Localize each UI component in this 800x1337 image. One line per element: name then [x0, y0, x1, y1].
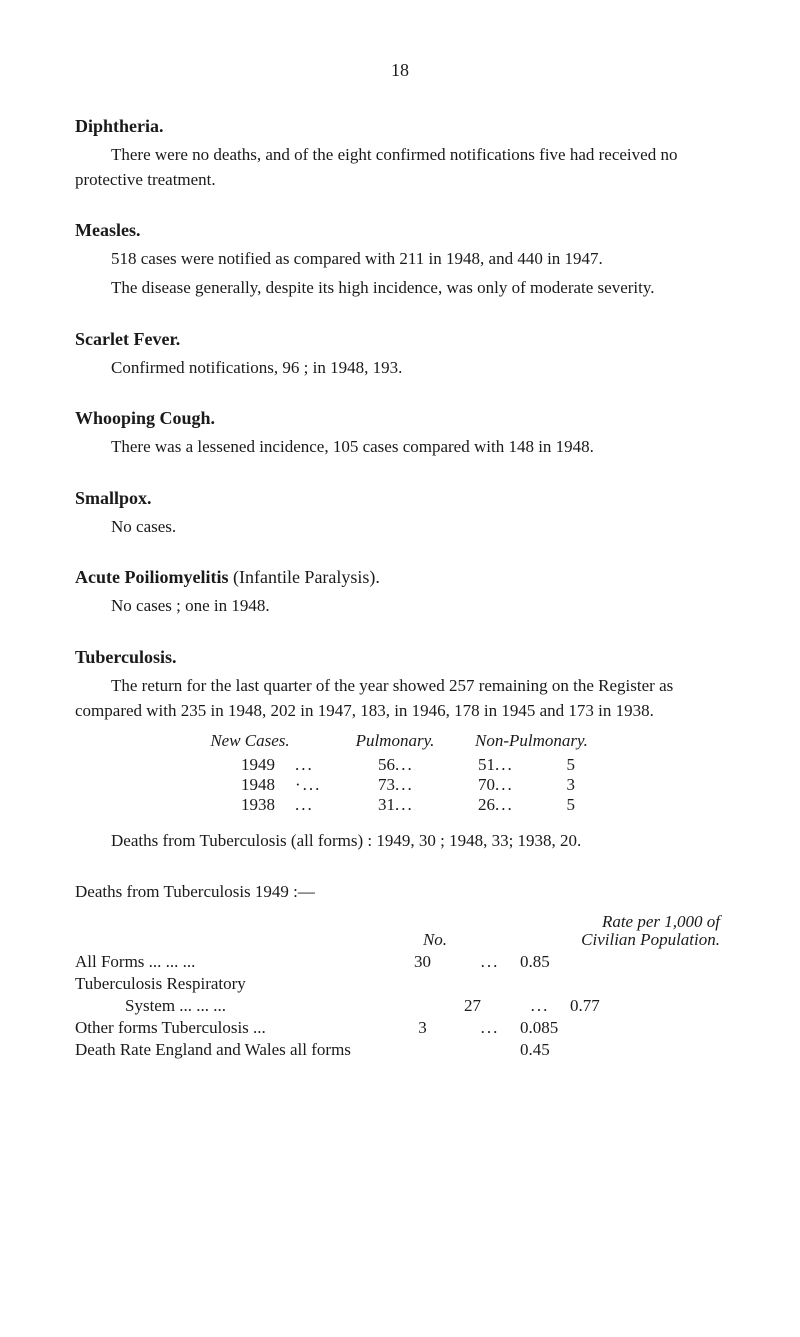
cell-year: 1948 — [75, 775, 295, 795]
page: 18 Diphtheria. There were no deaths, and… — [0, 0, 800, 1337]
rate-val: 0.085 — [520, 1018, 610, 1038]
para-measles-1: 518 cases were notified as compared with… — [75, 247, 725, 272]
heading-tb: Tuberculosis. — [75, 647, 725, 668]
rate-label: System ... ... ... — [75, 996, 435, 1016]
rate-label: All Forms ... ... ... — [75, 952, 385, 972]
table-row: 1949 ... 56 ... 51 ... 5 — [75, 755, 725, 775]
table-row: 1938 ... 31 ... 26 ... 5 — [75, 795, 725, 815]
rate-val: 0.45 — [520, 1040, 610, 1060]
cell-dots: ... — [295, 795, 335, 815]
cell-dots: ... — [295, 755, 335, 775]
rate-no: 30 — [385, 952, 460, 972]
rate-table: All Forms ... ... ... 30 ... 0.85 Tuberc… — [75, 952, 725, 1060]
cell-year: 1938 — [75, 795, 295, 815]
cell-pul: 51 — [435, 755, 495, 775]
cell-dots: ... — [495, 795, 535, 815]
cell-dots: ·... — [295, 775, 335, 795]
heading-diphtheria: Diphtheria. — [75, 116, 725, 137]
heading-polio: Acute Poiliomyelitis (Infantile Paralysi… — [75, 567, 725, 588]
rate-head-no: No. — [410, 930, 460, 950]
table-row: 1948 ·... 73 ... 70 ... 3 — [75, 775, 725, 795]
cell-dots: ... — [460, 1018, 520, 1038]
tb-cases-table: New Cases. Pulmonary. Non-Pulmonary. 194… — [75, 731, 725, 815]
heading-scarlet: Scarlet Fever. — [75, 329, 725, 350]
para-tb-intro: The return for the last quarter of the y… — [75, 674, 725, 723]
cell-new: 73 — [335, 775, 395, 795]
cell-dots: ... — [395, 755, 435, 775]
para-smallpox: No cases. — [75, 515, 725, 540]
para-tb-deaths-head: Deaths from Tuberculosis 1949 :— — [75, 882, 725, 902]
rate-label: Death Rate England and Wales all forms — [75, 1040, 520, 1060]
heading-measles: Measles. — [75, 220, 725, 241]
heading-polio-bold: Acute Poiliomyelitis — [75, 567, 228, 587]
heading-smallpox: Smallpox. — [75, 488, 725, 509]
cell-year: 1949 — [75, 755, 295, 775]
para-whooping: There was a lessened incidence, 105 case… — [75, 435, 725, 460]
rate-no: 3 — [385, 1018, 460, 1038]
para-scarlet: Confirmed notifications, 96 ; in 1948, 1… — [75, 356, 725, 381]
para-tb-deaths: Deaths from Tuberculosis (all forms) : 1… — [75, 829, 725, 854]
cell-dots: ... — [495, 775, 535, 795]
cell-new: 31 — [335, 795, 395, 815]
cell-dots: ... — [395, 775, 435, 795]
cell-non: 3 — [535, 775, 575, 795]
cell-dots: ... — [460, 952, 520, 972]
rate-table-header: Rate per 1,000 of No. Civilian Populatio… — [75, 912, 725, 950]
rate-label: Other forms Tuberculosis ... — [75, 1018, 385, 1038]
rate-head-line2: Civilian Population. — [460, 930, 720, 950]
table-row: All Forms ... ... ... 30 ... 0.85 — [75, 952, 725, 972]
table-row: Tuberculosis Respiratory — [75, 974, 725, 994]
cell-dots: ... — [495, 755, 535, 775]
para-polio: No cases ; one in 1948. — [75, 594, 725, 619]
page-number: 18 — [75, 60, 725, 81]
rate-label: Tuberculosis Respiratory — [75, 974, 385, 994]
cell-new: 56 — [335, 755, 395, 775]
th-new-cases: New Cases. — [75, 731, 325, 751]
rate-no: 27 — [435, 996, 510, 1016]
cell-dots: ... — [510, 996, 570, 1016]
para-diphtheria: There were no deaths, and of the eight c… — [75, 143, 725, 192]
table-row: System ... ... ... 27 ... 0.77 — [75, 996, 725, 1016]
rate-val: 0.77 — [570, 996, 660, 1016]
cell-non: 5 — [535, 755, 575, 775]
cell-pul: 70 — [435, 775, 495, 795]
table-row: Death Rate England and Wales all forms 0… — [75, 1040, 725, 1060]
rate-val: 0.85 — [520, 952, 610, 972]
cell-dots: ... — [395, 795, 435, 815]
heading-polio-rest: (Infantile Paralysis). — [228, 567, 379, 587]
para-measles-2: The disease generally, despite its high … — [75, 276, 725, 301]
th-non-pulmonary: Non-Pulmonary. — [465, 731, 655, 751]
heading-whooping: Whooping Cough. — [75, 408, 725, 429]
cell-pul: 26 — [435, 795, 495, 815]
cell-non: 5 — [535, 795, 575, 815]
tb-table-header-row: New Cases. Pulmonary. Non-Pulmonary. — [75, 731, 725, 751]
th-pulmonary: Pulmonary. — [325, 731, 465, 751]
table-row: Other forms Tuberculosis ... 3 ... 0.085 — [75, 1018, 725, 1038]
rate-head-line1: Rate per 1,000 of — [460, 912, 720, 932]
